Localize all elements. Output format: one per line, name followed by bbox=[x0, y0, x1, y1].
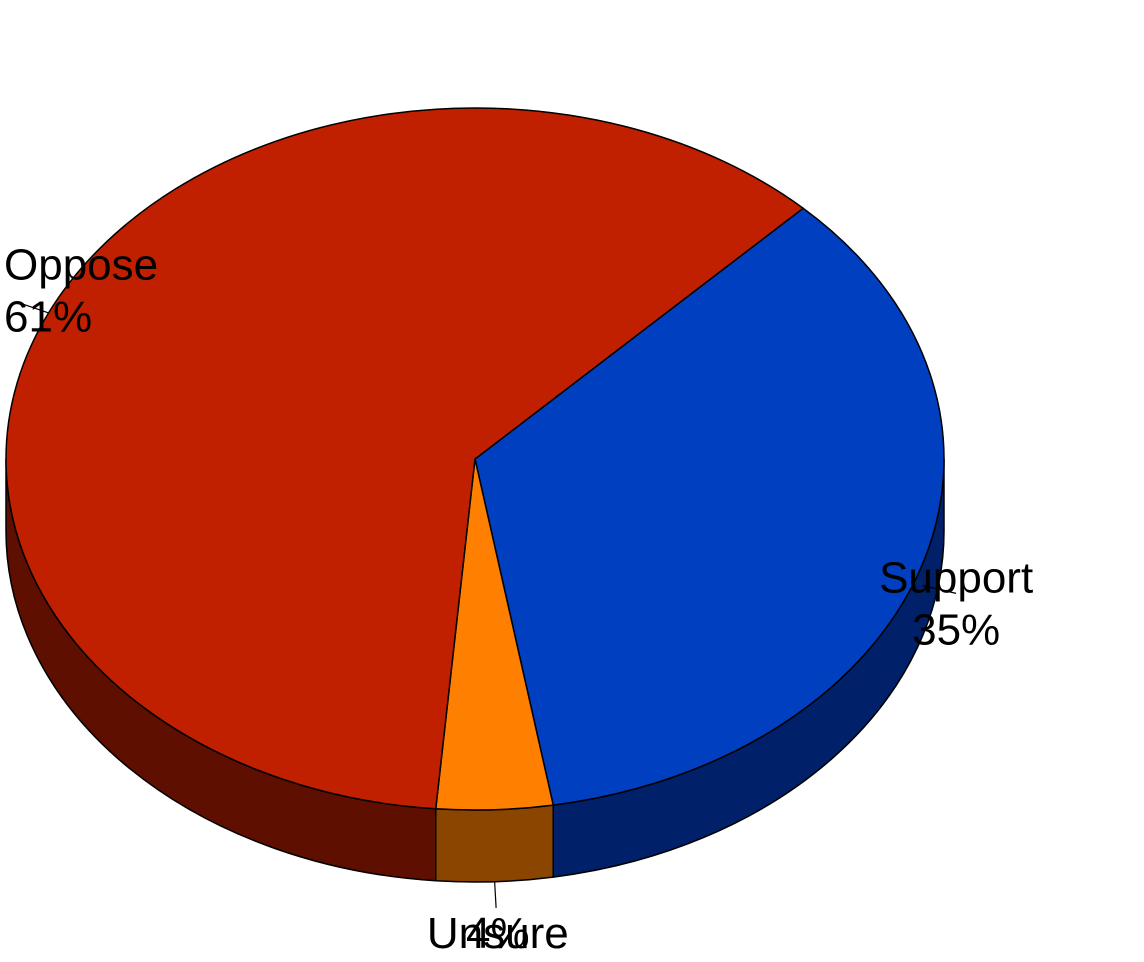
slice-label-unsure: Unsure bbox=[427, 909, 569, 958]
slice-label-oppose: Oppose bbox=[4, 241, 158, 290]
pie-sides bbox=[5, 458, 945, 883]
pie-slices bbox=[5, 107, 945, 811]
leader-line-support bbox=[922, 584, 957, 594]
pie-slice-oppose bbox=[5, 107, 804, 810]
pie-slice-support bbox=[474, 207, 945, 806]
slice-value-oppose: 61% bbox=[4, 293, 92, 342]
leader-line-unsure bbox=[494, 881, 497, 908]
slice-value-support: 35% bbox=[912, 605, 1000, 654]
leader-lines bbox=[16, 301, 957, 908]
leader-line-oppose bbox=[16, 301, 49, 314]
slice-value-unsure: 4% bbox=[466, 909, 530, 958]
slice-label-support: Support bbox=[879, 553, 1033, 602]
pie-side-unsure bbox=[435, 804, 554, 883]
